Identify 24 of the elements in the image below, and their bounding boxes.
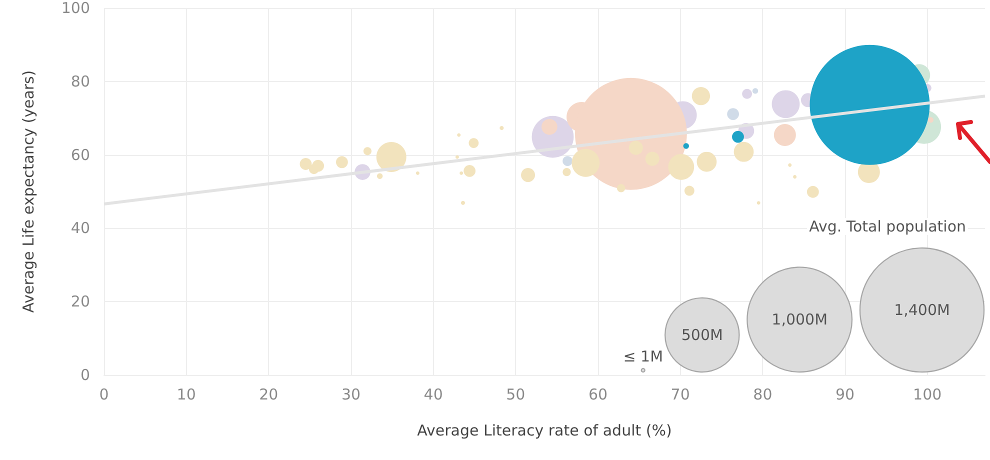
- x-tick-label: 30: [341, 386, 361, 404]
- x-tick-label: 50: [506, 386, 526, 404]
- x-tick-label: 80: [753, 386, 772, 404]
- x-tick-label: 70: [670, 386, 690, 404]
- y-tick-label: 40: [70, 219, 90, 238]
- legend-label: ≤ 1M: [623, 348, 664, 366]
- y-tick-label: 60: [70, 146, 90, 164]
- y-tick-label: 100: [61, 0, 90, 17]
- y-tick-label: 0: [80, 366, 90, 384]
- legend-title: Avg. Total population: [809, 218, 966, 236]
- x-tick-label: 100: [913, 386, 942, 404]
- x-tick-label: 10: [176, 386, 196, 404]
- x-tick-label: 60: [588, 386, 608, 404]
- y-axis-title: Average Life expectancy (years): [20, 70, 38, 313]
- y-tick-label: 80: [70, 72, 90, 90]
- legend-label: 500M: [681, 326, 723, 344]
- x-tick-label: 20: [259, 386, 278, 404]
- y-tick-label: 20: [70, 292, 90, 311]
- legend-label: 1,400M: [894, 301, 950, 319]
- x-tick-label: 90: [835, 386, 855, 404]
- x-tick-label: 0: [99, 386, 109, 404]
- legend-label: 1,000M: [772, 310, 828, 329]
- x-tick-label: 40: [424, 386, 443, 404]
- x-axis-title: Average Literacy rate of adult (%): [417, 422, 672, 440]
